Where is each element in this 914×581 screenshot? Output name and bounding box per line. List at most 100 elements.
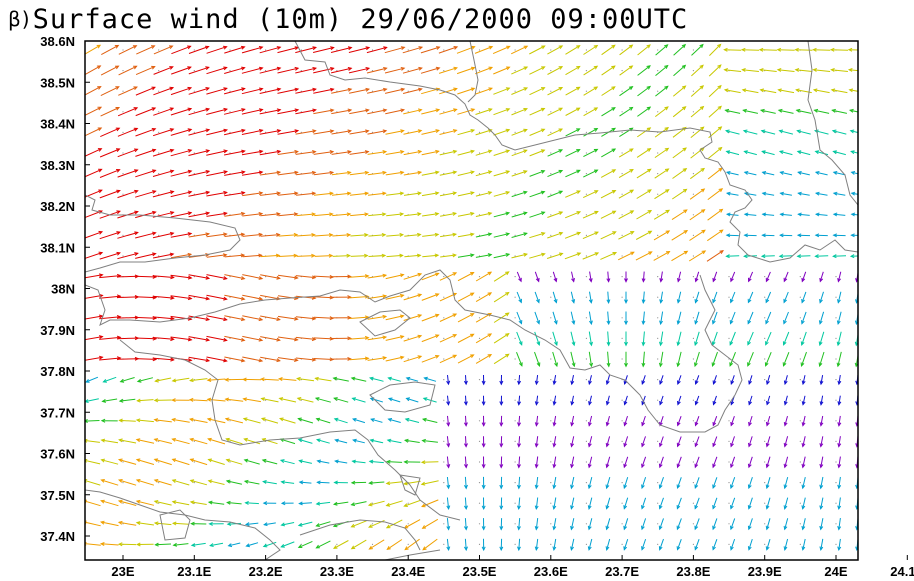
wind-arrow (694, 311, 700, 325)
wind-arrow (242, 212, 264, 217)
wind-arrow (475, 333, 493, 344)
wind-arrow (405, 397, 419, 403)
wind-arrow (277, 170, 299, 176)
wind-arrow (783, 476, 789, 490)
wind-arrow (135, 231, 157, 239)
wind-arrow (606, 351, 611, 368)
wind-arrow (565, 190, 581, 198)
wind-arrow (836, 331, 842, 347)
wind-arrow (330, 46, 353, 53)
wind-arrow (225, 437, 243, 445)
wind-arrow (583, 65, 599, 76)
wind-arrow (641, 351, 646, 368)
wind-arrow (588, 351, 594, 368)
wind-arrow (511, 87, 529, 95)
wind-arrow (259, 149, 282, 156)
wind-arrow (404, 232, 422, 237)
wind-arrow (673, 43, 687, 56)
wind-arrow (189, 479, 208, 486)
wind-arrow (676, 518, 682, 531)
wind-arrow (278, 377, 297, 382)
wind-arrow (837, 291, 842, 304)
wind-arrow (153, 500, 172, 506)
wind-arrow (190, 542, 206, 547)
wind-arrow (606, 271, 611, 283)
wind-arrow (493, 253, 511, 259)
wind-arrow (671, 229, 689, 241)
wind-arrow (659, 331, 664, 347)
wind-arrow (439, 87, 458, 95)
wind-arrow (691, 64, 704, 77)
wind-arrow (801, 497, 806, 510)
wind-arrow (552, 415, 557, 427)
wind-arrow (635, 230, 653, 240)
wind-arrow (658, 538, 664, 551)
wind-arrow (778, 129, 794, 135)
wind-arrow (313, 108, 335, 115)
wind-arrow (333, 417, 348, 424)
wind-arrow (314, 212, 334, 217)
wind-arrow (801, 415, 806, 427)
wind-arrow (658, 456, 664, 469)
wind-arrow (348, 46, 371, 53)
wind-arrow (707, 167, 723, 180)
wind-arrow (708, 84, 722, 98)
wind-arrow (457, 253, 475, 258)
wind-arrow (552, 497, 557, 511)
wind-arrow (676, 456, 682, 469)
wind-arrow (153, 418, 172, 423)
wind-arrow (712, 477, 718, 489)
wind-arrow (783, 436, 789, 448)
wind-arrow (690, 85, 705, 97)
wind-arrow (818, 351, 825, 368)
wind-arrow (260, 191, 282, 196)
wind-arrow (571, 271, 575, 283)
wind-arrow (241, 66, 264, 74)
wind-arrow (747, 477, 753, 490)
wind-arrow (570, 331, 576, 347)
wind-arrow (280, 501, 294, 506)
wind-arrow (547, 190, 564, 198)
wind-arrow (404, 538, 420, 551)
wind-arrow (511, 170, 528, 177)
wind-arrow (349, 108, 370, 115)
wind-arrow (152, 295, 175, 300)
wind-arrow (439, 108, 458, 115)
wind-arrow (570, 518, 575, 531)
coastline-west (85, 194, 241, 273)
wind-arrow (730, 497, 736, 510)
wind-arrow (331, 129, 353, 135)
wind-arrow (85, 65, 102, 76)
wind-arrow (367, 170, 387, 176)
wind-arrow (743, 150, 757, 156)
wind-arrow (654, 168, 670, 179)
wind-arrow (819, 395, 824, 406)
wind-arrow (208, 521, 224, 526)
wind-arrow (671, 250, 689, 262)
wind-arrow (223, 87, 246, 95)
wind-arrow (475, 128, 493, 136)
wind-arrow (136, 45, 156, 55)
wind-arrow (783, 375, 788, 386)
wind-arrow (153, 458, 172, 466)
wind-arrow (313, 274, 335, 279)
wind-arrow (534, 476, 539, 490)
wind-arrow (350, 376, 367, 382)
wind-arrow (386, 253, 404, 258)
wind-arrow (730, 456, 736, 469)
wind-arrow (570, 456, 575, 469)
wind-arrow (295, 108, 317, 115)
wind-arrow (85, 273, 104, 279)
wind-arrow (457, 211, 475, 217)
wind-arrow (296, 212, 317, 217)
wind-arrow (100, 127, 121, 138)
coastline-peloponnese (85, 269, 743, 433)
wind-arrow (85, 127, 103, 137)
wind-arrow (712, 416, 718, 427)
wind-arrow (206, 190, 228, 197)
wind-arrow (260, 253, 281, 258)
wind-arrow (765, 311, 772, 325)
wind-arrow (637, 44, 651, 56)
wind-arrow (729, 311, 736, 325)
wind-arrow (421, 170, 440, 176)
